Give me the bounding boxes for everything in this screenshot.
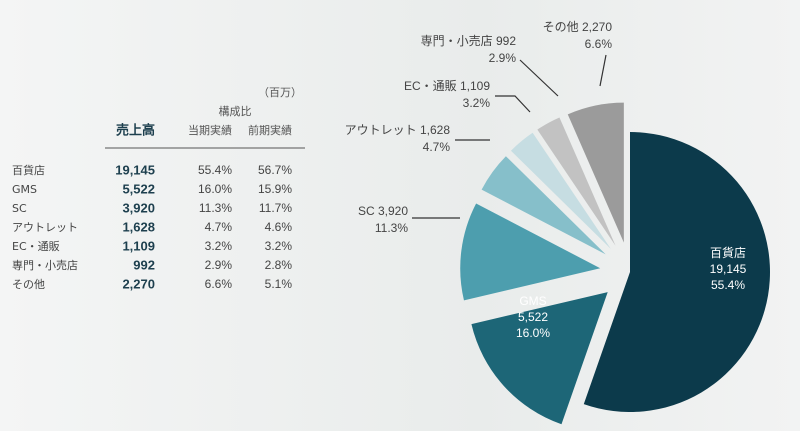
share-cell: 11.3% [199, 201, 232, 215]
leader-line [599, 54, 607, 87]
slice-label: GMS [519, 294, 546, 308]
slice-name: 専門・小売店 [421, 33, 493, 48]
sales-cell: 992 [133, 257, 155, 272]
pie-slice [537, 117, 616, 246]
slice-label: 55.4% [711, 278, 745, 292]
row-label: SC [12, 202, 27, 215]
slice-label: 16.0% [516, 326, 550, 340]
slice-label: その他 2,270 [543, 20, 613, 34]
row-label: 専門・小売店 [12, 258, 78, 272]
slice-name: SC [358, 204, 375, 218]
share-cell: 16.0% [198, 182, 232, 196]
slice-label: 19,145 [710, 262, 747, 276]
slice-label: 5,522 [518, 310, 548, 324]
row-label: GMS [12, 183, 37, 196]
sales-cell: 2,270 [122, 276, 155, 291]
slice-share: 3.2% [463, 96, 491, 110]
share-cell: 3.2% [205, 239, 233, 253]
slice-label: 百貨店 [710, 245, 746, 260]
slice-share: 11.3% [375, 221, 408, 235]
row-label: アウトレット [12, 221, 78, 234]
unit: （百万） [258, 86, 302, 99]
pie-slice [567, 102, 624, 243]
pie-slice [583, 132, 771, 412]
share-cell: 4.7% [205, 220, 233, 234]
previous-share-cell: 5.1% [265, 277, 293, 291]
sales-cell: 3,920 [122, 200, 155, 215]
slice-name: その他 [543, 20, 579, 34]
row-label: 百貨店 [12, 163, 45, 177]
leader-line [495, 95, 531, 113]
previous-share-cell: 3.2% [265, 239, 293, 253]
pie-slice [460, 203, 601, 301]
column-header: 当期実績 [188, 123, 232, 137]
slice-name: アウトレット [345, 123, 417, 137]
slice-label: SC 3,920 [358, 204, 408, 218]
slice-name: EC・通販 [404, 79, 457, 93]
pie-slice [510, 132, 611, 249]
share-cell: 55.4% [198, 163, 232, 177]
previous-share-cell: 15.9% [258, 182, 292, 196]
slice-label: アウトレット 1,628 [345, 123, 451, 137]
row-label: その他 [12, 278, 45, 291]
previous-share-cell: 56.7% [258, 163, 292, 177]
previous-share-cell: 4.6% [265, 220, 293, 234]
previous-share-cell: 2.8% [265, 258, 293, 272]
share-cell: 2.9% [205, 258, 233, 272]
sales-cell: 1,628 [122, 219, 155, 234]
slice-value: 1,628 [420, 123, 450, 137]
slice-value: 992 [496, 34, 516, 48]
slice-share: 6.6% [585, 37, 613, 51]
sales-cell: 5,522 [122, 181, 155, 196]
leader-line [519, 59, 559, 97]
sales-cell: 1,109 [122, 238, 155, 253]
slice-label: 専門・小売店 992 [421, 33, 517, 48]
slice-value: 3,920 [378, 204, 408, 218]
column-header: 売上高 [116, 123, 155, 139]
slice-value: 1,109 [460, 79, 490, 93]
previous-share-cell: 11.7% [259, 201, 292, 215]
slice-share: 4.7% [423, 140, 451, 154]
pie-slice [471, 292, 608, 425]
slice-label: EC・通販 1,109 [404, 79, 490, 93]
group-header: 構成比 [219, 105, 252, 118]
share-cell: 6.6% [205, 277, 233, 291]
slice-value: 2,270 [582, 20, 612, 34]
sales-cell: 19,145 [115, 162, 155, 177]
column-header: 前期実績 [248, 123, 292, 137]
row-label: EC・通販 [12, 240, 60, 253]
pie-slice [481, 156, 606, 255]
slice-share: 2.9% [489, 51, 517, 65]
